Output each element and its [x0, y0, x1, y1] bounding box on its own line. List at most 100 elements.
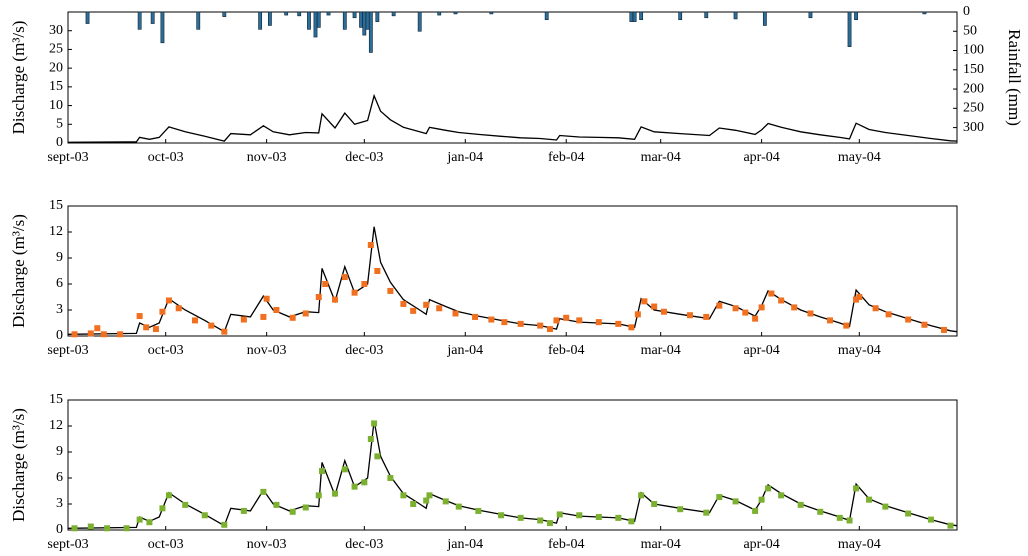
marker [165, 297, 172, 304]
marker [768, 290, 775, 297]
marker [853, 485, 860, 492]
marker [410, 501, 417, 507]
marker [263, 295, 270, 302]
marker [634, 311, 641, 318]
rainfall-bar [196, 11, 201, 30]
marker [921, 321, 928, 328]
x-tick-label: mar-04 [641, 150, 681, 165]
marker [758, 496, 765, 503]
marker [576, 317, 583, 324]
marker [885, 311, 892, 318]
marker [940, 326, 947, 333]
marker [752, 507, 759, 514]
y-tick-label: 6 [56, 276, 63, 291]
x-tick-label: jan-04 [446, 150, 483, 165]
plot-frame [67, 11, 958, 144]
marker [537, 517, 544, 524]
y-tick-label: 0 [56, 328, 63, 343]
marker [387, 287, 394, 294]
marker [400, 492, 407, 499]
x-tick-label: may-04 [838, 537, 881, 552]
rainfall-bar [375, 11, 380, 22]
rainfall-bar [417, 11, 422, 32]
y-axis-label: Discharge (m³/s) [9, 21, 28, 135]
marker [192, 317, 198, 324]
y2-tick-label: 200 [963, 81, 984, 96]
marker [563, 314, 570, 321]
rainfall-bar [150, 11, 155, 24]
marker [332, 296, 339, 303]
marker [374, 268, 381, 274]
x-tick-label: sept-03 [47, 343, 88, 358]
discharge-line [67, 226, 958, 335]
marker [537, 322, 544, 329]
marker [553, 317, 560, 324]
marker [94, 325, 101, 332]
rainfall-bar [267, 11, 272, 26]
marker [71, 525, 78, 532]
rainfall-bar [258, 11, 263, 30]
marker [882, 503, 889, 510]
rainfall-bar [854, 11, 858, 21]
marker [595, 319, 602, 326]
rainfall-bar [137, 11, 142, 30]
marker [351, 289, 358, 296]
marker [615, 514, 622, 521]
marker [351, 483, 358, 490]
marker [576, 512, 583, 519]
y-tick-label: 25 [49, 42, 63, 57]
rainfall-bar [453, 11, 458, 15]
x-tick-label: may-04 [838, 150, 881, 165]
rainfall-bar [629, 11, 634, 22]
rainfall-bar [632, 11, 637, 22]
marker [159, 505, 166, 512]
marker [703, 313, 710, 320]
rainfall-bar [489, 11, 494, 15]
x-tick-label: oct-03 [148, 150, 184, 165]
y-tick-label: 15 [49, 392, 63, 407]
rainfall-bar [368, 11, 373, 53]
plot-frame [67, 399, 958, 531]
marker [371, 420, 378, 427]
x-tick-label: mar-04 [641, 537, 681, 552]
rainfall-bar [160, 11, 165, 44]
y2-tick-label: 300 [963, 120, 984, 135]
marker [315, 294, 322, 300]
marker [905, 316, 912, 323]
rainfall-bar [85, 11, 90, 24]
rainfall-bar [326, 11, 331, 16]
rainfall-bar [639, 11, 644, 21]
marker [742, 309, 749, 316]
y-tick-label: 12 [49, 418, 63, 433]
marker [947, 522, 954, 529]
marker [182, 501, 189, 508]
marker [732, 305, 739, 312]
marker [410, 307, 417, 314]
y-tick-label: 20 [49, 60, 63, 75]
marker [322, 281, 329, 287]
y-tick-label: 15 [49, 198, 63, 213]
marker [221, 521, 228, 528]
marker [872, 305, 879, 312]
marker [87, 523, 94, 530]
marker [686, 312, 693, 319]
marker [152, 326, 159, 333]
marker [716, 494, 723, 501]
marker [732, 498, 739, 505]
plot-frame [67, 205, 958, 337]
marker [797, 501, 804, 508]
marker [273, 307, 280, 313]
rainfall-bar [352, 11, 357, 19]
y-axis-label: Discharge (m³/s) [9, 408, 28, 522]
rainfall-bar [733, 11, 738, 20]
marker [159, 308, 166, 315]
marker [791, 304, 798, 311]
marker [778, 492, 785, 499]
marker [165, 492, 172, 499]
marker [117, 331, 124, 338]
marker [546, 520, 553, 527]
x-tick-label: apr-04 [743, 343, 779, 358]
marker [367, 242, 374, 248]
marker [289, 508, 296, 515]
x-tick-label: jan-04 [446, 343, 483, 358]
